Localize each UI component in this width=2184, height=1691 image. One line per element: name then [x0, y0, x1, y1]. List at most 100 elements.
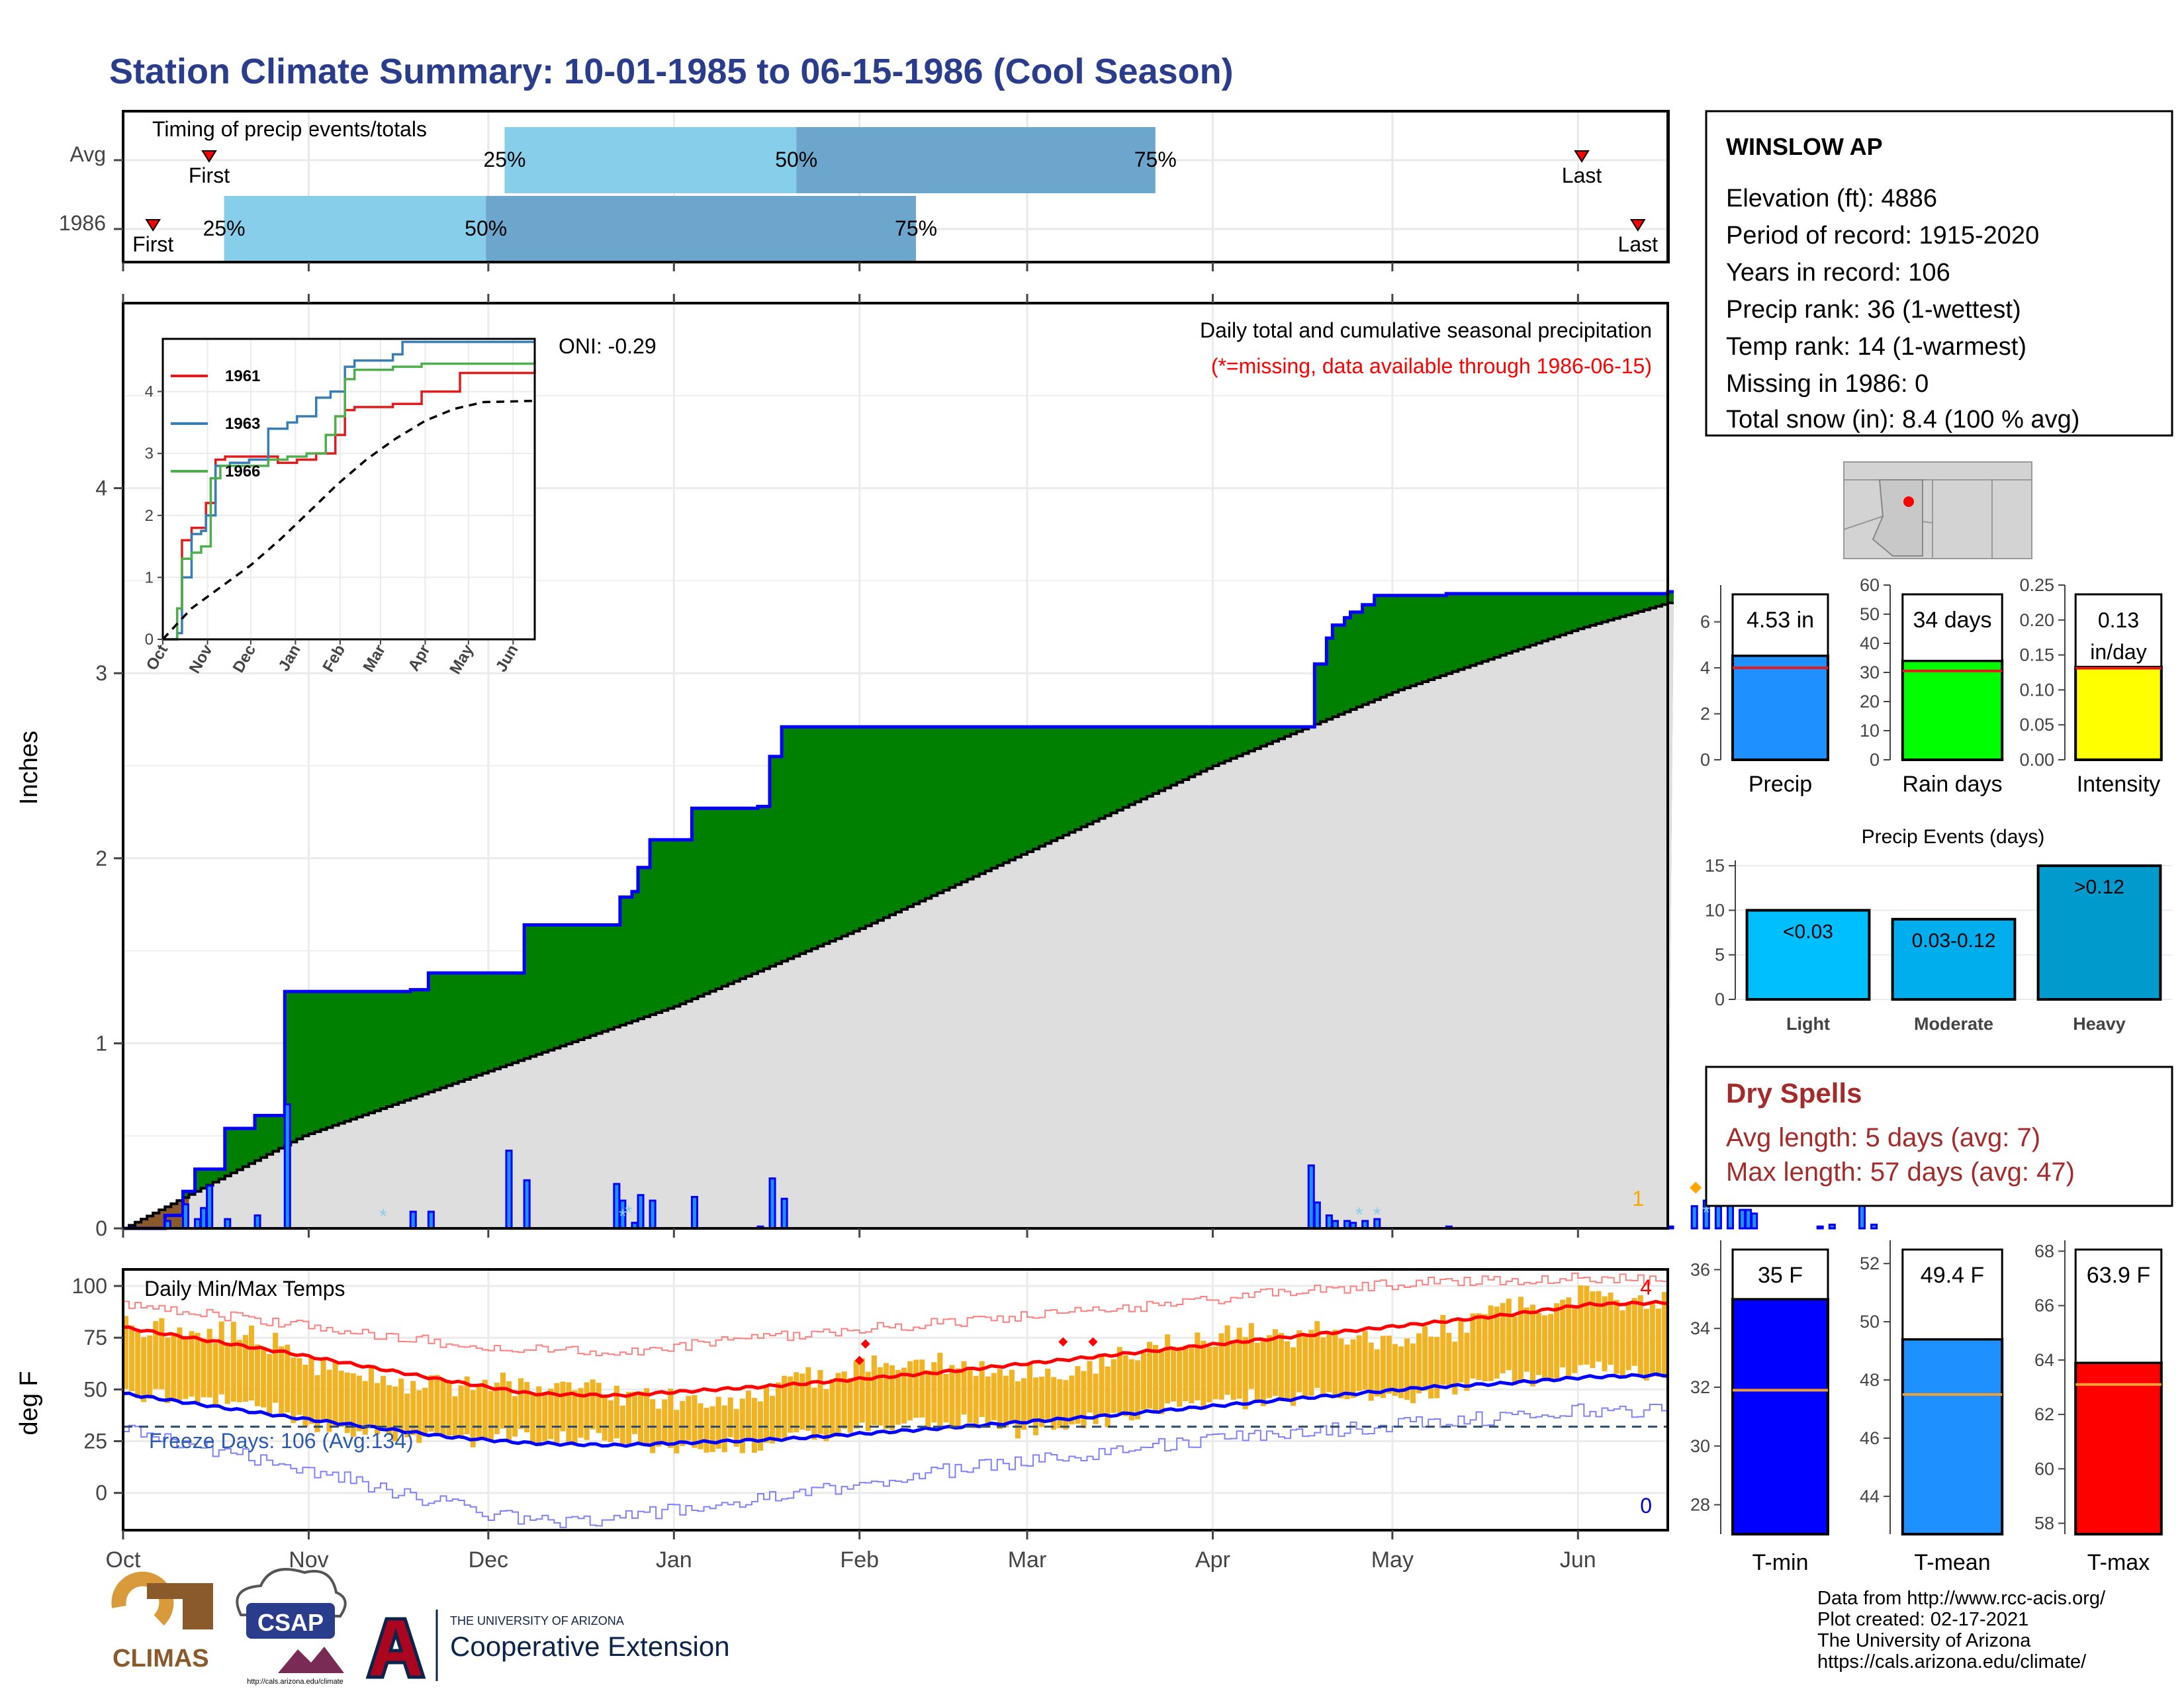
station-line: Temp rank: 14 (1-warmest)	[1726, 333, 2026, 361]
daily-temp-bar	[680, 1400, 686, 1446]
month-label: Mar	[1008, 1547, 1047, 1573]
timing-1986-pct-label: 75%	[895, 216, 937, 240]
timing-avg-pct-label: 75%	[1134, 148, 1177, 171]
daily-temp-bar	[230, 1322, 236, 1402]
month-label: Jun	[1560, 1547, 1596, 1573]
daily-temp-bar	[835, 1373, 841, 1437]
daily-temp-bar	[350, 1373, 356, 1437]
daily-temp-bar	[1494, 1306, 1500, 1379]
precip-summary-y-tick-label: 2	[1700, 704, 1710, 724]
daily-temp-bar	[1500, 1303, 1506, 1374]
daily-temp-bar	[847, 1378, 853, 1433]
daily-temp-bar	[823, 1389, 829, 1441]
daily-temp-bar	[1254, 1342, 1260, 1402]
daily-temp-bar	[1524, 1307, 1529, 1372]
daily-temp-bar	[1410, 1343, 1416, 1404]
daily-temp-bar	[794, 1372, 799, 1433]
daily-temp-bar	[1165, 1334, 1171, 1404]
daily-temp-bar	[1230, 1340, 1236, 1400]
raindays-summary-y-tick-label: 0	[1870, 750, 1880, 770]
daily-temp-bar	[1614, 1300, 1619, 1374]
daily-temp-bar	[578, 1388, 584, 1438]
daily-temp-bar	[656, 1408, 662, 1447]
daily-temp-bar	[374, 1383, 380, 1434]
daily-temp-bar	[631, 1391, 637, 1434]
daily-temp-bar	[967, 1367, 973, 1423]
raindays-summary-value-bar	[1901, 659, 2004, 762]
daily-temp-bar	[733, 1408, 739, 1447]
record-min-line	[123, 1403, 1668, 1528]
daily-temp-bar	[1218, 1333, 1224, 1400]
daily-temp-bar	[1518, 1297, 1524, 1382]
snow-marker: *	[1702, 1202, 1710, 1224]
temp-y-tick-label: 75	[83, 1326, 107, 1349]
daily-temp-bar	[788, 1376, 794, 1433]
missing-note: (*=missing, data available through 1986-…	[1211, 354, 1652, 378]
tmax-summary-category-label: T-max	[2087, 1550, 2150, 1575]
temp-title: Daily Min/Max Temps	[144, 1277, 345, 1301]
daily-precip-bar	[427, 1211, 435, 1230]
station-location-marker	[1903, 496, 1914, 507]
daily-temp-bar	[614, 1385, 619, 1439]
daily-temp-bar	[512, 1396, 518, 1437]
inset-legend-label: 1961	[225, 367, 260, 385]
daily-temp-bar	[1596, 1291, 1602, 1362]
daily-temp-bar	[452, 1396, 458, 1437]
daily-temp-bar	[206, 1328, 212, 1398]
events-y-tick-label: 5	[1715, 945, 1725, 965]
csap-wordmark: CSAP	[257, 1609, 324, 1636]
daily-temp-bar	[1326, 1332, 1332, 1393]
temp-panel: 0 25 50 75 100 deg F Daily Min/Max Temps Freeze…	[15, 1268, 1669, 1539]
low-count-label: 0	[1640, 1494, 1652, 1518]
daily-temp-bar	[398, 1378, 404, 1432]
daily-temp-bar	[1386, 1336, 1392, 1394]
daily-temp-bar	[1177, 1350, 1183, 1407]
daily-temp-bar	[1542, 1315, 1548, 1381]
daily-precip-bar	[1816, 1225, 1824, 1230]
daily-temp-bar	[255, 1344, 261, 1406]
snow-marker: *	[1373, 1204, 1381, 1226]
daily-temp-bar	[662, 1399, 668, 1444]
timing-1986-pct-label: 25%	[203, 216, 246, 240]
events-bar-label: <0.03	[1783, 921, 1833, 942]
timing-avg-last-marker	[1574, 150, 1590, 163]
precip-ylabel: Inches	[15, 731, 43, 805]
daily-temp-bar	[1140, 1353, 1146, 1410]
tmax-summary-y-tick-label: 58	[2034, 1514, 2054, 1533]
station-info-box: WINSLOW AP Elevation (ft): 4886 Period o…	[1705, 110, 2173, 437]
daily-temp-bar	[1314, 1321, 1320, 1389]
daily-temp-bar	[273, 1332, 279, 1403]
daily-temp-bar	[1183, 1346, 1189, 1402]
precip-summary-value-bar	[1731, 654, 1829, 761]
daily-temp-bar	[859, 1358, 865, 1423]
csap-badge	[246, 1603, 335, 1639]
raindays-summary-y-tick-label: 30	[1860, 663, 1880, 682]
daily-temp-bar	[1529, 1304, 1535, 1387]
dry-spells-title: Dry Spells	[1726, 1077, 1862, 1109]
daily-temp-bar	[566, 1382, 572, 1445]
record-high-marker	[1088, 1337, 1098, 1347]
daily-temp-bar	[1416, 1333, 1422, 1394]
credit-line: The University of Arizona	[1817, 1630, 2031, 1651]
daily-temp-bar	[931, 1362, 937, 1423]
daily-temp-bar	[476, 1385, 482, 1438]
month-label: Oct	[106, 1547, 141, 1573]
daily-precip-bar	[224, 1218, 232, 1230]
daily-temp-bar	[943, 1373, 949, 1423]
precip-y-tick-label: 0	[95, 1216, 107, 1240]
daily-temp-bar	[913, 1359, 919, 1418]
daily-precip-bar	[649, 1199, 657, 1230]
daily-temp-bar	[1380, 1336, 1386, 1398]
daily-precip-bar	[1828, 1223, 1836, 1230]
daily-temp-bar	[1075, 1366, 1081, 1424]
timing-avg-pct-label: 50%	[775, 148, 817, 171]
daily-temp-bar	[171, 1334, 177, 1402]
daily-temp-bar	[841, 1371, 847, 1429]
tmax-summary-value-bar	[2074, 1361, 2163, 1535]
daily-temp-bar	[1242, 1337, 1248, 1410]
daily-temp-bar	[1201, 1340, 1206, 1410]
daily-temp-bar	[1661, 1292, 1667, 1379]
daily-temp-bar	[1248, 1323, 1254, 1389]
daily-precip-bar	[1325, 1214, 1333, 1230]
daily-temp-bar	[817, 1370, 823, 1434]
